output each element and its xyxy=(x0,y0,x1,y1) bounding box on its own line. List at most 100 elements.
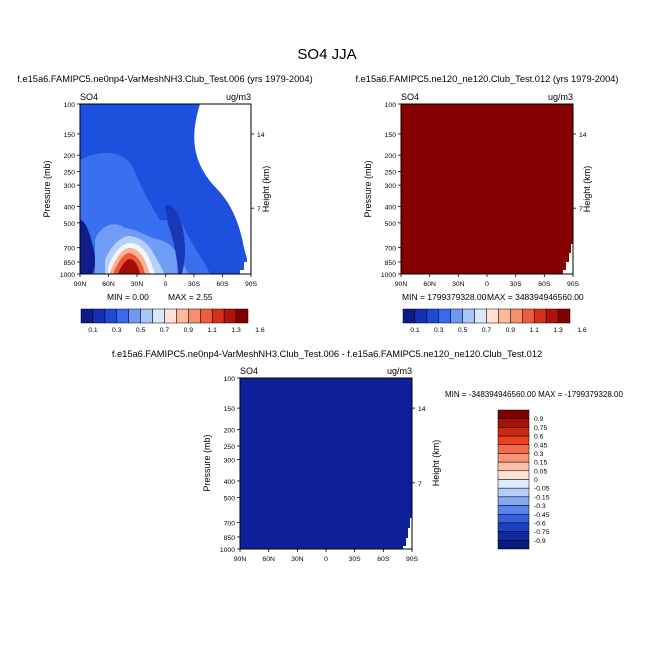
colorbar-label: -0.9 xyxy=(534,538,546,545)
panel-b-height-ticks: 14 7 xyxy=(573,132,587,213)
panel-b-min-label: MIN = 1799379328.00 xyxy=(402,292,487,302)
y-tick-label: 300 xyxy=(224,458,236,465)
colorbar-label: -0.15 xyxy=(534,494,550,501)
colorbar-swatch xyxy=(104,308,118,324)
colorbar-swatch xyxy=(176,308,189,324)
colorbar-label: 0.9 xyxy=(506,327,516,334)
x-tick-label: 90N xyxy=(74,281,87,288)
colorbar-swatch xyxy=(235,308,249,324)
y-tick-label: 100 xyxy=(224,376,236,383)
panel-a-right-axis-label: Height (km) xyxy=(261,166,271,213)
colorbar-swatch xyxy=(497,418,530,428)
colorbar-swatch xyxy=(497,540,530,550)
y-tick-label: 200 xyxy=(385,153,397,160)
colorbar-label: 0.7 xyxy=(160,327,170,334)
y-tick-label: 500 xyxy=(64,221,76,228)
x-tick-label: 60S xyxy=(216,281,229,288)
colorbar-label: 1.6 xyxy=(255,327,265,334)
colorbar-b: 0.1 0.3 0.5 0.7 0.9 1.1 1.3 1.6 xyxy=(402,308,587,334)
colorbar-label: 1.6 xyxy=(577,327,587,334)
colorbar-label: 0.7 xyxy=(482,327,492,334)
y-tick-label: 500 xyxy=(224,496,236,503)
y-tick-label: 250 xyxy=(224,444,236,451)
colorbar-swatch xyxy=(533,308,547,324)
colorbar-label: 1.3 xyxy=(231,327,241,334)
colorbar-swatch xyxy=(200,308,213,324)
colorbar-swatch xyxy=(140,308,153,324)
panel-b-right-axis-label: Height (km) xyxy=(582,166,592,213)
y-tick-label: 850 xyxy=(224,535,236,542)
x-tick-label: 0 xyxy=(485,281,489,288)
x-tick-label: 90S xyxy=(406,556,419,563)
colorbar-swatch xyxy=(497,470,530,480)
colorbar-swatch xyxy=(497,496,530,506)
colorbar-swatch xyxy=(426,308,440,324)
panel-a-min-label: MIN = 0.00 xyxy=(107,292,149,302)
colorbar-swatch xyxy=(164,308,177,324)
panel-b-units-label: ug/m3 xyxy=(548,92,573,102)
colorbar-label: 0.9 xyxy=(534,416,544,423)
y-tick-label: 150 xyxy=(385,132,397,139)
x-tick-label: 60S xyxy=(377,556,390,563)
colorbar-swatch xyxy=(497,531,530,541)
panel-c-height-ticks: 14 7 xyxy=(412,406,426,488)
colorbar-swatch xyxy=(497,409,530,419)
y-tick-label: 850 xyxy=(385,260,397,267)
colorbar-swatch xyxy=(188,308,201,324)
colorbar-label: 1.1 xyxy=(529,327,539,334)
colorbar-label: 0.3 xyxy=(534,451,544,458)
y-tick-label: 200 xyxy=(64,153,76,160)
height-tick-label: 7 xyxy=(257,206,261,213)
panel-a-contour-dark-right xyxy=(165,205,185,274)
y-tick-label: 500 xyxy=(385,221,397,228)
y-tick-label: 100 xyxy=(64,102,76,109)
panel-c-terrain xyxy=(372,518,412,549)
colorbar-swatch xyxy=(211,308,225,324)
colorbar-label: 1.1 xyxy=(207,327,217,334)
colorbar-label: 0.5 xyxy=(458,327,468,334)
y-tick-label: 400 xyxy=(64,204,76,211)
panel-c-units-label: ug/m3 xyxy=(387,366,412,376)
colorbar-label: 0.3 xyxy=(434,327,444,334)
panel-a-contour-core xyxy=(118,259,140,274)
y-tick-label: 150 xyxy=(64,132,76,139)
colorbar-swatch xyxy=(152,308,165,324)
colorbar-label: 1.3 xyxy=(553,327,563,334)
colorbar-swatch xyxy=(497,427,530,437)
y-tick-label: 1000 xyxy=(381,272,396,279)
x-tick-label: 0 xyxy=(164,281,168,288)
colorbar-swatch xyxy=(438,308,451,324)
panel-a-plot-area xyxy=(79,103,252,275)
panel-b-field xyxy=(401,104,573,274)
panel-a-title: f.e15a6.FAMIPC5.ne0np4-VarMeshNH3.Club_T… xyxy=(17,74,312,84)
panel-b-terrain xyxy=(545,244,573,274)
panel-b-y-ticks: 100 150 200 250 300 400 500 700 850 1000 xyxy=(381,102,401,279)
colorbar-label: 0.1 xyxy=(410,327,420,334)
colorbar-swatch xyxy=(402,308,416,324)
colorbar-label: 0.6 xyxy=(534,434,544,441)
colorbar-swatch xyxy=(223,308,237,324)
panel-c-title: f.e15a6.FAMIPC5.ne0np4-VarMeshNH3.Club_T… xyxy=(112,349,542,359)
panel-a-max-label: MAX = 2.55 xyxy=(168,292,213,302)
y-tick-label: 700 xyxy=(64,246,76,253)
colorbar-label: 0.05 xyxy=(534,468,547,475)
colorbar-swatch xyxy=(522,308,535,324)
height-tick-label: 7 xyxy=(418,481,422,488)
x-tick-label: 60N xyxy=(423,281,436,288)
panel-top-right: f.e15a6.FAMIPC5.ne120_ne120.Club_Test.01… xyxy=(355,74,618,302)
colorbar-swatch xyxy=(497,435,530,445)
colorbar-label: 0.3 xyxy=(112,327,122,334)
y-tick-label: 700 xyxy=(224,521,236,528)
colorbar-label: 0.5 xyxy=(136,327,146,334)
panel-c-field xyxy=(240,378,412,549)
x-tick-label: 30S xyxy=(349,556,362,563)
colorbar-swatch xyxy=(557,308,571,324)
colorbar-label: -0.6 xyxy=(534,520,546,527)
x-tick-label: 90S xyxy=(567,281,580,288)
panel-b-title: f.e15a6.FAMIPC5.ne120_ne120.Club_Test.01… xyxy=(355,74,618,84)
y-tick-label: 200 xyxy=(224,427,236,434)
colorbar-label: 0 xyxy=(534,477,538,484)
panel-c-right-axis-label: Height (km) xyxy=(431,440,441,487)
colorbar-swatch xyxy=(414,308,428,324)
x-tick-label: 90N xyxy=(395,281,408,288)
